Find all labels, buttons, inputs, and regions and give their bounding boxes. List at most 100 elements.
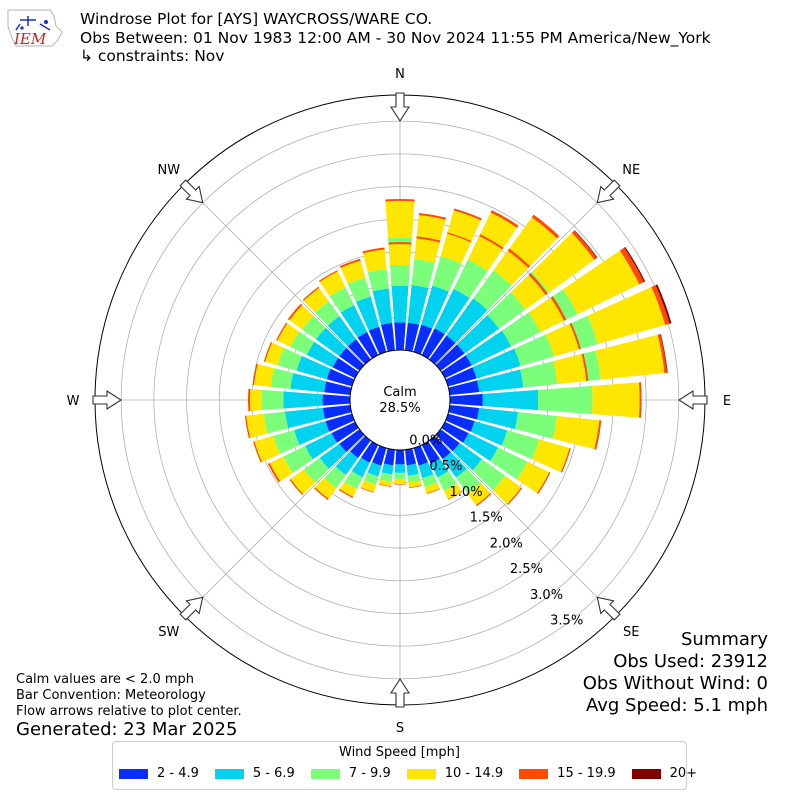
windrose-bar-segment <box>380 322 395 352</box>
windrose-bar-segment <box>263 411 289 434</box>
flow-arrow-w <box>92 389 123 411</box>
windrose-bar-segment <box>283 445 313 473</box>
compass-label-se: SE <box>623 625 639 640</box>
windrose-bar-segment <box>657 334 668 374</box>
windrose-bar-segment <box>314 487 329 500</box>
windrose-bar-segment <box>445 413 475 432</box>
windrose-bar-segment <box>421 328 445 359</box>
windrose-bar-segment <box>391 285 409 323</box>
windrose-bar-segment <box>367 462 382 477</box>
windrose-bar-segment <box>514 334 554 366</box>
windrose-bar-segment <box>587 287 666 345</box>
windrose-bar-segment <box>411 259 435 289</box>
windrose-bar-segment <box>362 247 385 254</box>
compass-label-n: N <box>395 67 405 82</box>
windrose-bar-segment <box>406 463 419 476</box>
windrose-bar-segment <box>550 296 567 321</box>
legend-swatch <box>119 768 148 779</box>
flow-arrow-nw <box>179 179 204 204</box>
windrose-bar-segment <box>325 413 355 432</box>
windrose-bar-segment <box>388 244 412 266</box>
legend-swatch <box>519 768 549 779</box>
windrose-bar-segment <box>246 413 268 438</box>
compass-label-w: W <box>67 394 80 409</box>
windrose-bar-segment <box>371 445 387 466</box>
windrose-bar-segment <box>263 341 273 362</box>
windrose-bar-segment <box>289 304 314 330</box>
windrose-bar-segment <box>273 429 300 454</box>
windrose-bar-segment <box>303 287 329 313</box>
windrose-bar-segment <box>510 274 546 310</box>
windrose-bar-segment <box>507 248 531 269</box>
windrose-bar-segment <box>560 447 571 473</box>
windrose-bar-segment <box>385 200 415 238</box>
windrose-bar-segment <box>452 443 482 471</box>
windrose-bar-segment <box>467 236 503 272</box>
windrose-bar-segment <box>435 344 465 371</box>
windrose-bar-segment <box>357 332 379 359</box>
windrose-bar-segment <box>453 208 482 221</box>
windrose-bar-segment <box>473 270 512 311</box>
windrose-bar-segment <box>405 448 417 466</box>
compass-label-nw: NW <box>157 163 180 178</box>
legend-label: 15 - 19.9 <box>557 766 616 781</box>
windrose-bar-segment <box>424 482 440 494</box>
windrose-bar-segment <box>651 285 670 325</box>
windrose-bar-segment <box>441 355 472 379</box>
summary-obs-used: Obs Used: 23912 <box>613 651 768 672</box>
windrose-bar-segment <box>465 330 511 366</box>
flow-arrow-sw <box>179 596 204 621</box>
logo-text: IEM <box>13 30 47 48</box>
windrose-bar-segment <box>479 234 504 250</box>
windrose-bar-segment <box>448 405 480 420</box>
windrose-bar-segment <box>253 363 275 387</box>
windrose-bar-segment <box>442 452 467 478</box>
legend-item: 15 - 19.9 <box>519 766 616 781</box>
radial-tick-label: 1.5% <box>470 511 503 526</box>
legend-swatch <box>406 768 436 779</box>
windrose-bar-segment <box>490 447 528 480</box>
compass-label-sw: SW <box>158 625 179 640</box>
grid-spoke <box>435 184 616 365</box>
windrose-bar-segment <box>347 277 371 302</box>
windrose-bar-segment <box>335 451 359 476</box>
summary-obs-without-wind: Obs Without Wind: 0 <box>582 673 768 694</box>
windrose-bar-segment <box>416 236 441 243</box>
windrose-bar-segment <box>408 480 422 488</box>
grid-spoke <box>184 184 365 365</box>
legend: Wind Speed [mph] 2 - 4.9 5 - 6.9 7 - 9.9… <box>112 741 697 790</box>
flow-arrow-e <box>677 389 708 411</box>
windrose-bar-segment <box>660 334 668 373</box>
chart-subtitle-constraints: ↳ constraints: Nov <box>80 47 225 65</box>
windrose-bar-segment <box>319 271 346 297</box>
legend-items: 2 - 4.9 5 - 6.9 7 - 9.9 10 - 14.9 15 - 1… <box>119 766 713 781</box>
windrose-bar-segment <box>619 247 644 285</box>
windrose-bar-segment <box>314 301 340 326</box>
windrose-bar-segment <box>445 367 477 387</box>
flow-arrow-se <box>596 596 621 621</box>
windrose-bar-segment <box>355 296 380 331</box>
windrose-bar-segment <box>378 483 392 487</box>
windrose-bar-segment <box>422 474 438 488</box>
windrose-bar-segment <box>367 268 389 292</box>
windrose-bar-segment <box>421 441 440 464</box>
windrose-bar-segment <box>381 463 394 475</box>
windrose-bar-segment <box>383 448 395 466</box>
windrose-bar-segment <box>362 249 387 273</box>
windrose-bar-segment <box>340 304 368 338</box>
windrose-bar-segment <box>290 469 315 495</box>
windrose-bar-segment <box>507 487 523 506</box>
windrose-bar-segment <box>426 488 441 495</box>
windrose-bar-segment <box>267 463 281 483</box>
windrose-bar-segment <box>360 487 374 493</box>
windrose-bar-segment <box>265 342 285 366</box>
windrose-bar-segment <box>329 287 355 313</box>
windrose-bar-segment <box>515 411 558 439</box>
windrose-bar-segment <box>553 354 587 385</box>
windrose-bar-segment <box>421 285 449 329</box>
windrose-bar-segment <box>414 238 440 263</box>
windrose-bar-segment <box>405 322 420 352</box>
windrose-bar-segment <box>476 408 519 430</box>
radial-tick-label: 1.0% <box>450 485 483 500</box>
windrose-bar-segment <box>501 312 541 347</box>
